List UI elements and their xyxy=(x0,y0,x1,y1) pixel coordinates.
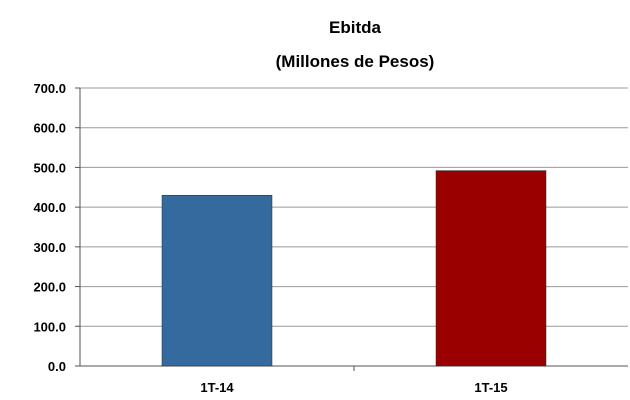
x-tick-label: 1T-15 xyxy=(474,380,507,395)
chart-subtitle: (Millones de Pesos) xyxy=(275,52,435,71)
bar-1T-14 xyxy=(161,194,273,367)
y-tick-label: 200.0 xyxy=(33,280,66,295)
y-tick-label: 700.0 xyxy=(33,81,66,96)
y-tick-label: 0.0 xyxy=(48,359,66,374)
y-tick-label: 400.0 xyxy=(33,200,66,215)
x-tick-label: 1T-14 xyxy=(200,380,234,395)
y-tick-label: 600.0 xyxy=(33,121,66,136)
y-tick-label: 100.0 xyxy=(33,319,66,334)
y-tick-label: 300.0 xyxy=(33,240,66,255)
y-tick-label: 500.0 xyxy=(33,160,66,175)
bar-1T-15 xyxy=(435,170,547,367)
chart-title: Ebitda xyxy=(329,18,381,37)
